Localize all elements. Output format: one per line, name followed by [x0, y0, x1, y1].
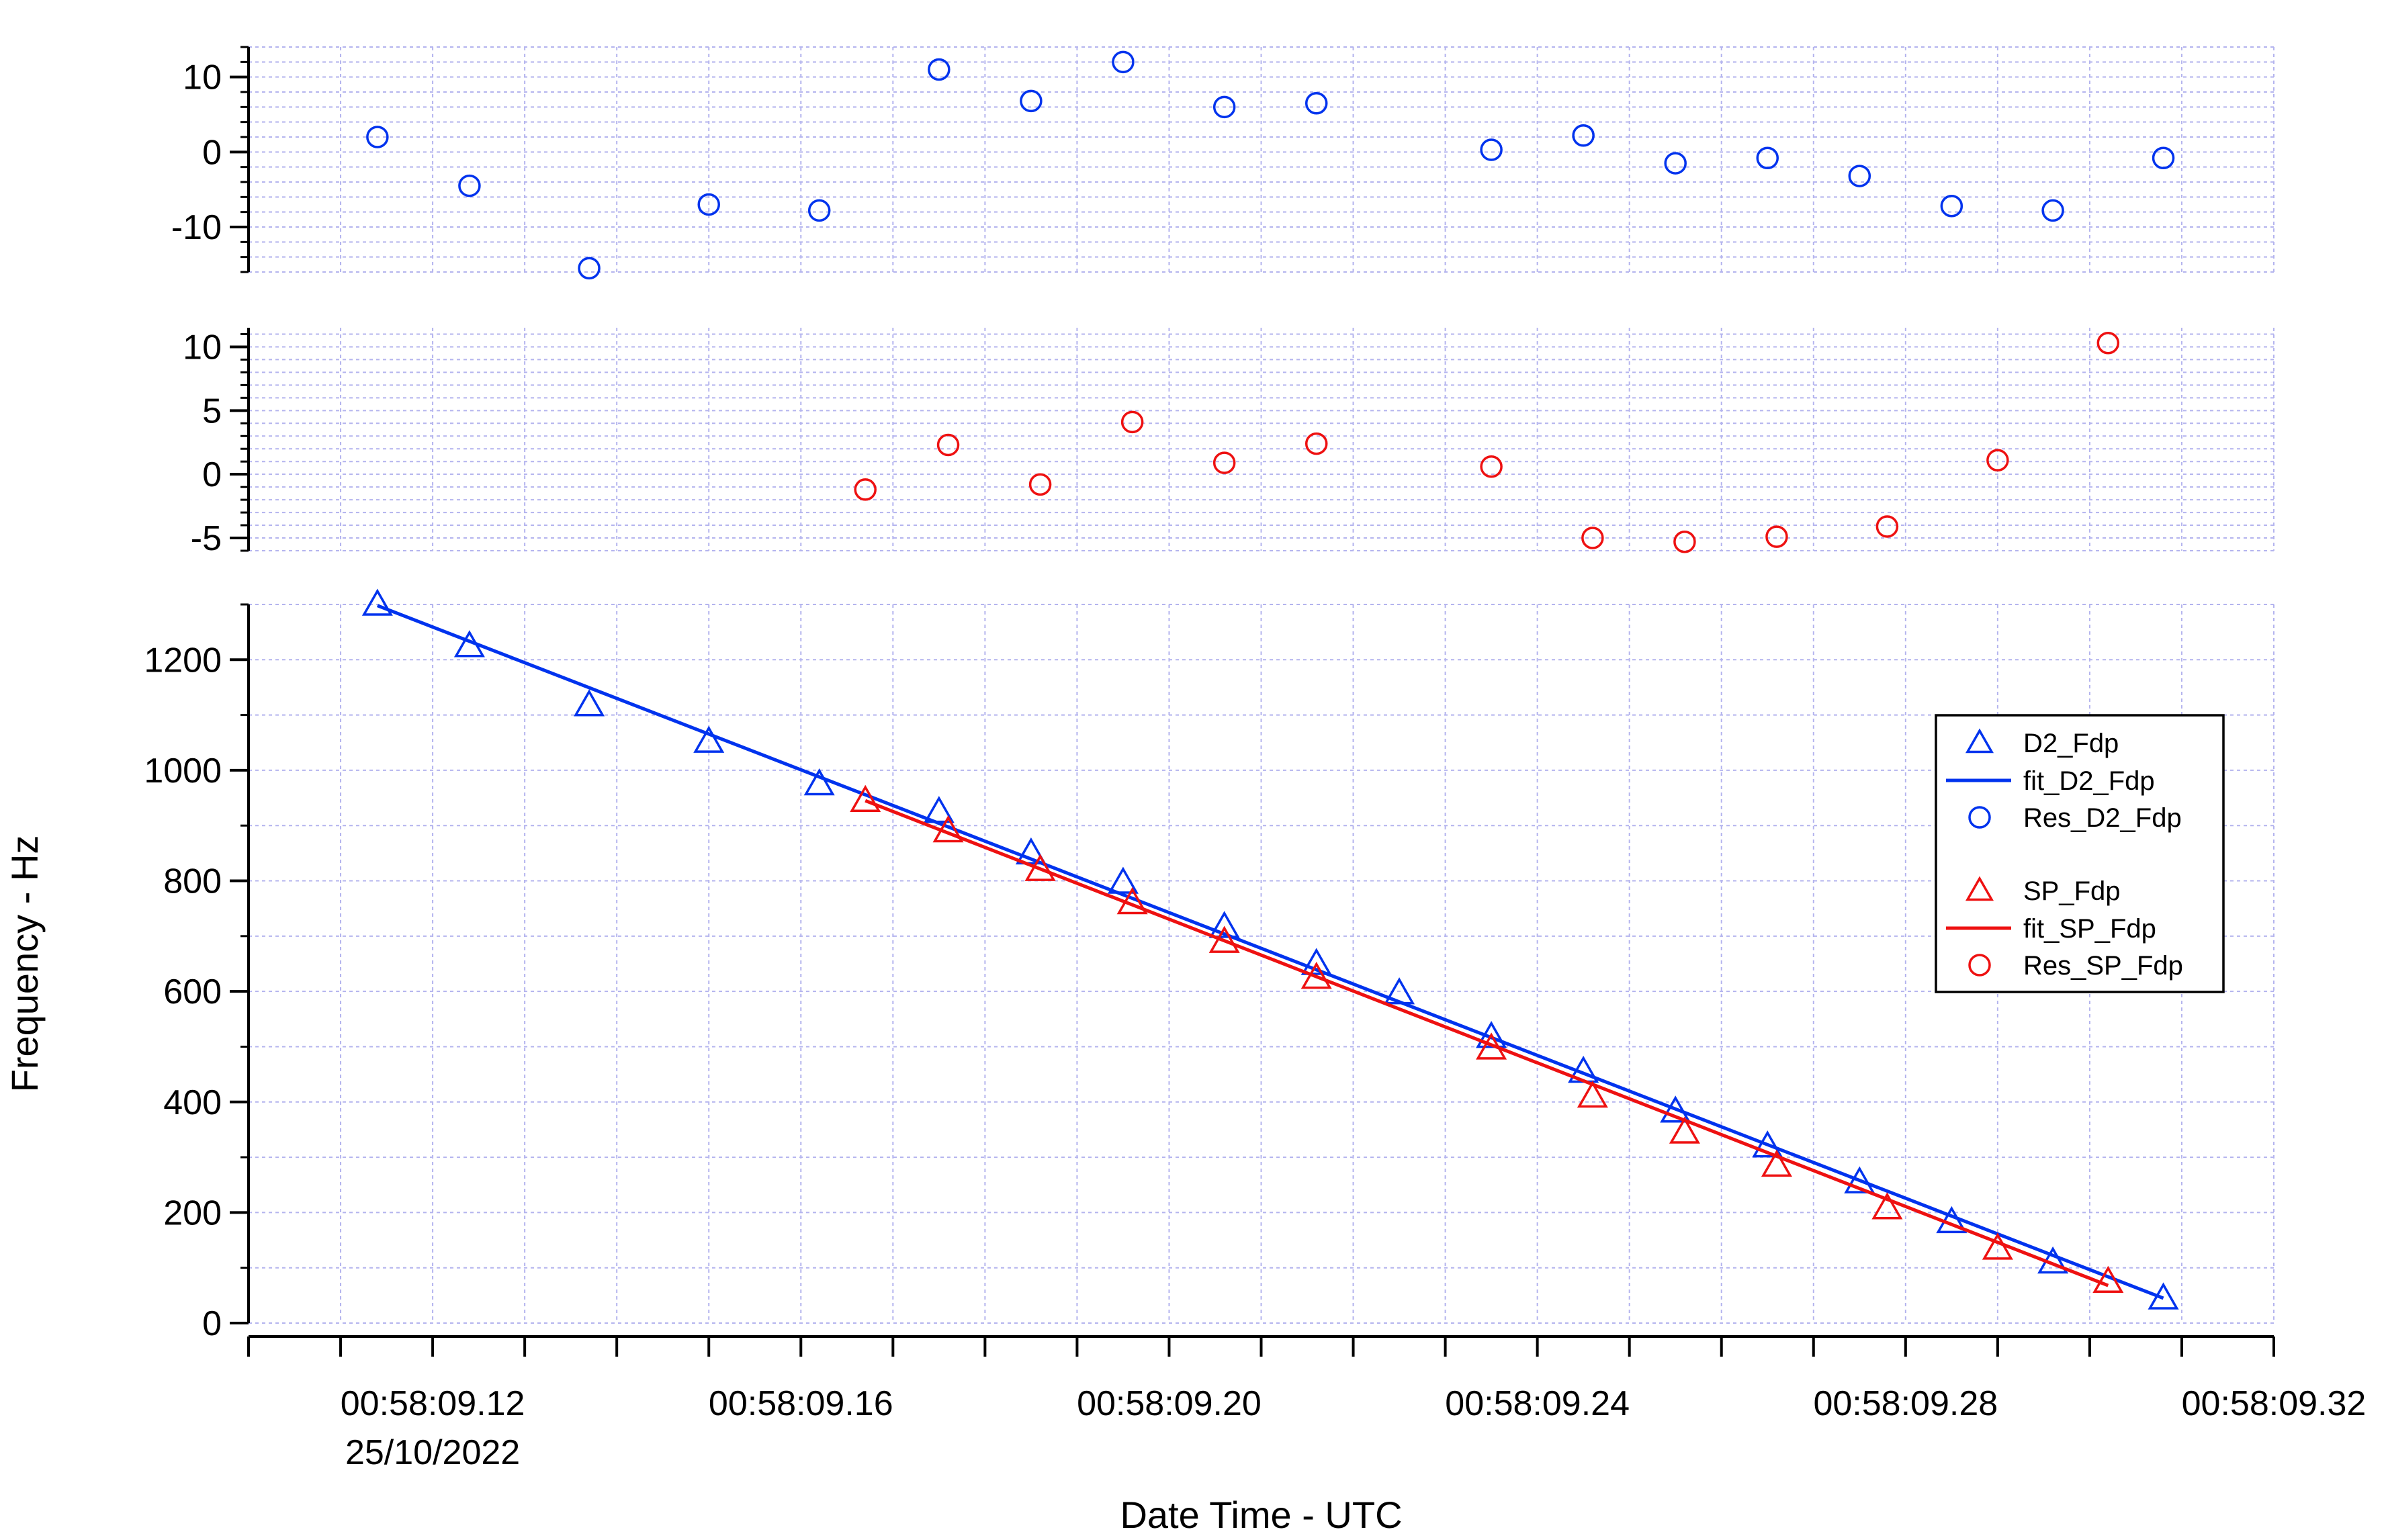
point-Res_D2_Fdp: [1756, 146, 1779, 170]
y-tick-label: -10: [171, 208, 222, 247]
legend-label-Res_D2_Fdp: Res_D2_Fdp: [2023, 803, 2182, 833]
x-tick-label: 00:58:09.24: [1445, 1384, 1630, 1423]
point-Res_SP_Fdp: [1581, 527, 1604, 549]
point-SP_Fdp: [1300, 962, 1332, 989]
point-SP_Fdp: [1577, 1081, 1608, 1108]
point-Res_SP_Fdp: [1305, 432, 1328, 455]
y-tick-label: -5: [191, 519, 222, 558]
point-Res_D2_Fdp: [458, 174, 481, 197]
legend-label-Res_SP_Fdp: Res_SP_Fdp: [2023, 951, 2183, 981]
legend-marker-D2_Fdp: [1965, 728, 1994, 754]
y-tick-label: 1000: [144, 752, 222, 790]
point-D2_Fdp: [1208, 911, 1240, 938]
axes-layer: -10 0 10 -5 0 5 10 0 200 400 600 800 1000 1200 00:58:0…: [144, 46, 2367, 1472]
y-tick-label: 0: [202, 1304, 222, 1343]
y-tick-label: 200: [163, 1193, 222, 1232]
legend-label-fit_D2_Fdp: fit_D2_Fdp: [2023, 766, 2155, 796]
point-D2_Fdp: [1107, 866, 1139, 894]
point-Res_SP_Fdp: [1028, 473, 1052, 496]
point-Res_SP_Fdp: [936, 433, 960, 457]
point-D2_Fdp: [574, 689, 605, 717]
x-tick-label: 00:58:09.32: [2182, 1384, 2367, 1423]
legend-marker-SP_Fdp: [1965, 876, 1994, 901]
point-D2_Fdp: [803, 768, 835, 796]
y-tick-label: 800: [163, 862, 222, 901]
legend-box: [1935, 714, 2225, 993]
point-D2_Fdp: [1752, 1130, 1783, 1158]
point-Res_SP_Fdp: [1673, 530, 1696, 553]
x-tick-label: 00:58:09.28: [1813, 1384, 1998, 1423]
point-Res_D2_Fdp: [1212, 95, 1236, 119]
y-tick-label: 1200: [144, 641, 222, 680]
point-SP_Fdp: [1024, 854, 1056, 881]
point-Res_SP_Fdp: [1120, 410, 1144, 434]
point-Res_D2_Fdp: [1664, 152, 1687, 175]
y-tick-label: 0: [202, 455, 222, 494]
point-Res_D2_Fdp: [1305, 92, 1328, 115]
point-Res_D2_Fdp: [807, 199, 831, 222]
point-Res_D2_Fdp: [1480, 138, 1503, 161]
point-D2_Fdp: [1844, 1166, 1875, 1193]
point-SP_Fdp: [1761, 1149, 1792, 1177]
legend-label-fit_SP_Fdp: fit_SP_Fdp: [2023, 914, 2156, 944]
point-Res_SP_Fdp: [1480, 455, 1503, 478]
y-tick-label: 5: [202, 392, 222, 431]
point-D2_Fdp: [693, 725, 725, 753]
point-D2_Fdp: [1300, 948, 1332, 975]
point-SP_Fdp: [1871, 1192, 1903, 1220]
x-tick-label: 00:58:09.20: [1077, 1384, 1262, 1423]
series-layer: [361, 50, 2179, 1310]
series-line-fit_D2_Fdp: [376, 604, 2164, 1300]
x-tick-label: 00:58:09.16: [709, 1384, 893, 1423]
point-Res_D2_Fdp: [928, 58, 951, 81]
point-D2_Fdp: [1660, 1095, 1691, 1123]
y-tick-label: 10: [183, 58, 222, 97]
point-D2_Fdp: [1015, 837, 1047, 865]
point-SP_Fdp: [2092, 1265, 2124, 1294]
legend-marker-Res_SP_Fdp: [1968, 954, 1991, 977]
point-Res_SP_Fdp: [854, 478, 877, 501]
y-tick-label: 600: [163, 972, 222, 1011]
point-Res_D2_Fdp: [1572, 124, 1595, 147]
legend-label-D2_Fdp: D2_Fdp: [2023, 729, 2119, 758]
point-Res_D2_Fdp: [1848, 165, 1871, 187]
point-SP_Fdp: [1669, 1116, 1700, 1144]
point-Res_D2_Fdp: [578, 257, 601, 280]
x-tick-label: 00:58:09.12: [341, 1384, 525, 1423]
point-Res_D2_Fdp: [366, 126, 389, 148]
point-D2_Fdp: [361, 588, 393, 616]
point-Res_SP_Fdp: [1875, 515, 1899, 538]
point-Res_D2_Fdp: [2152, 146, 2175, 170]
legend-marker-Res_D2_Fdp: [1968, 806, 1991, 829]
legend-label-SP_Fdp: SP_Fdp: [2023, 876, 2121, 906]
point-SP_Fdp: [850, 784, 881, 812]
point-Res_D2_Fdp: [697, 193, 720, 216]
point-Res_D2_Fdp: [1940, 194, 1963, 218]
point-Res_SP_Fdp: [1986, 449, 2009, 472]
y-axis-title: Frequency - Hz: [3, 835, 46, 1093]
point-Res_D2_Fdp: [1112, 50, 1135, 74]
point-Res_SP_Fdp: [1765, 525, 1788, 548]
x-date-label: 25/10/2022: [345, 1433, 520, 1472]
legend: D2_Fdp fit_D2_Fdp Res_D2_Fdp SP_Fdp fit_SP_F…: [1935, 714, 2225, 993]
series-line-fit_SP_Fdp: [865, 799, 2109, 1287]
x-axis-title: Date Time - UTC: [1120, 1494, 1402, 1536]
y-tick-label: 400: [163, 1083, 222, 1122]
point-Res_SP_Fdp: [1212, 451, 1236, 474]
point-Res_D2_Fdp: [2041, 199, 2064, 222]
y-tick-label: 10: [183, 328, 222, 367]
point-SP_Fdp: [1208, 925, 1240, 953]
point-Res_D2_Fdp: [1020, 89, 1043, 113]
y-tick-label: 0: [202, 133, 222, 172]
point-Res_SP_Fdp: [2096, 332, 2120, 355]
